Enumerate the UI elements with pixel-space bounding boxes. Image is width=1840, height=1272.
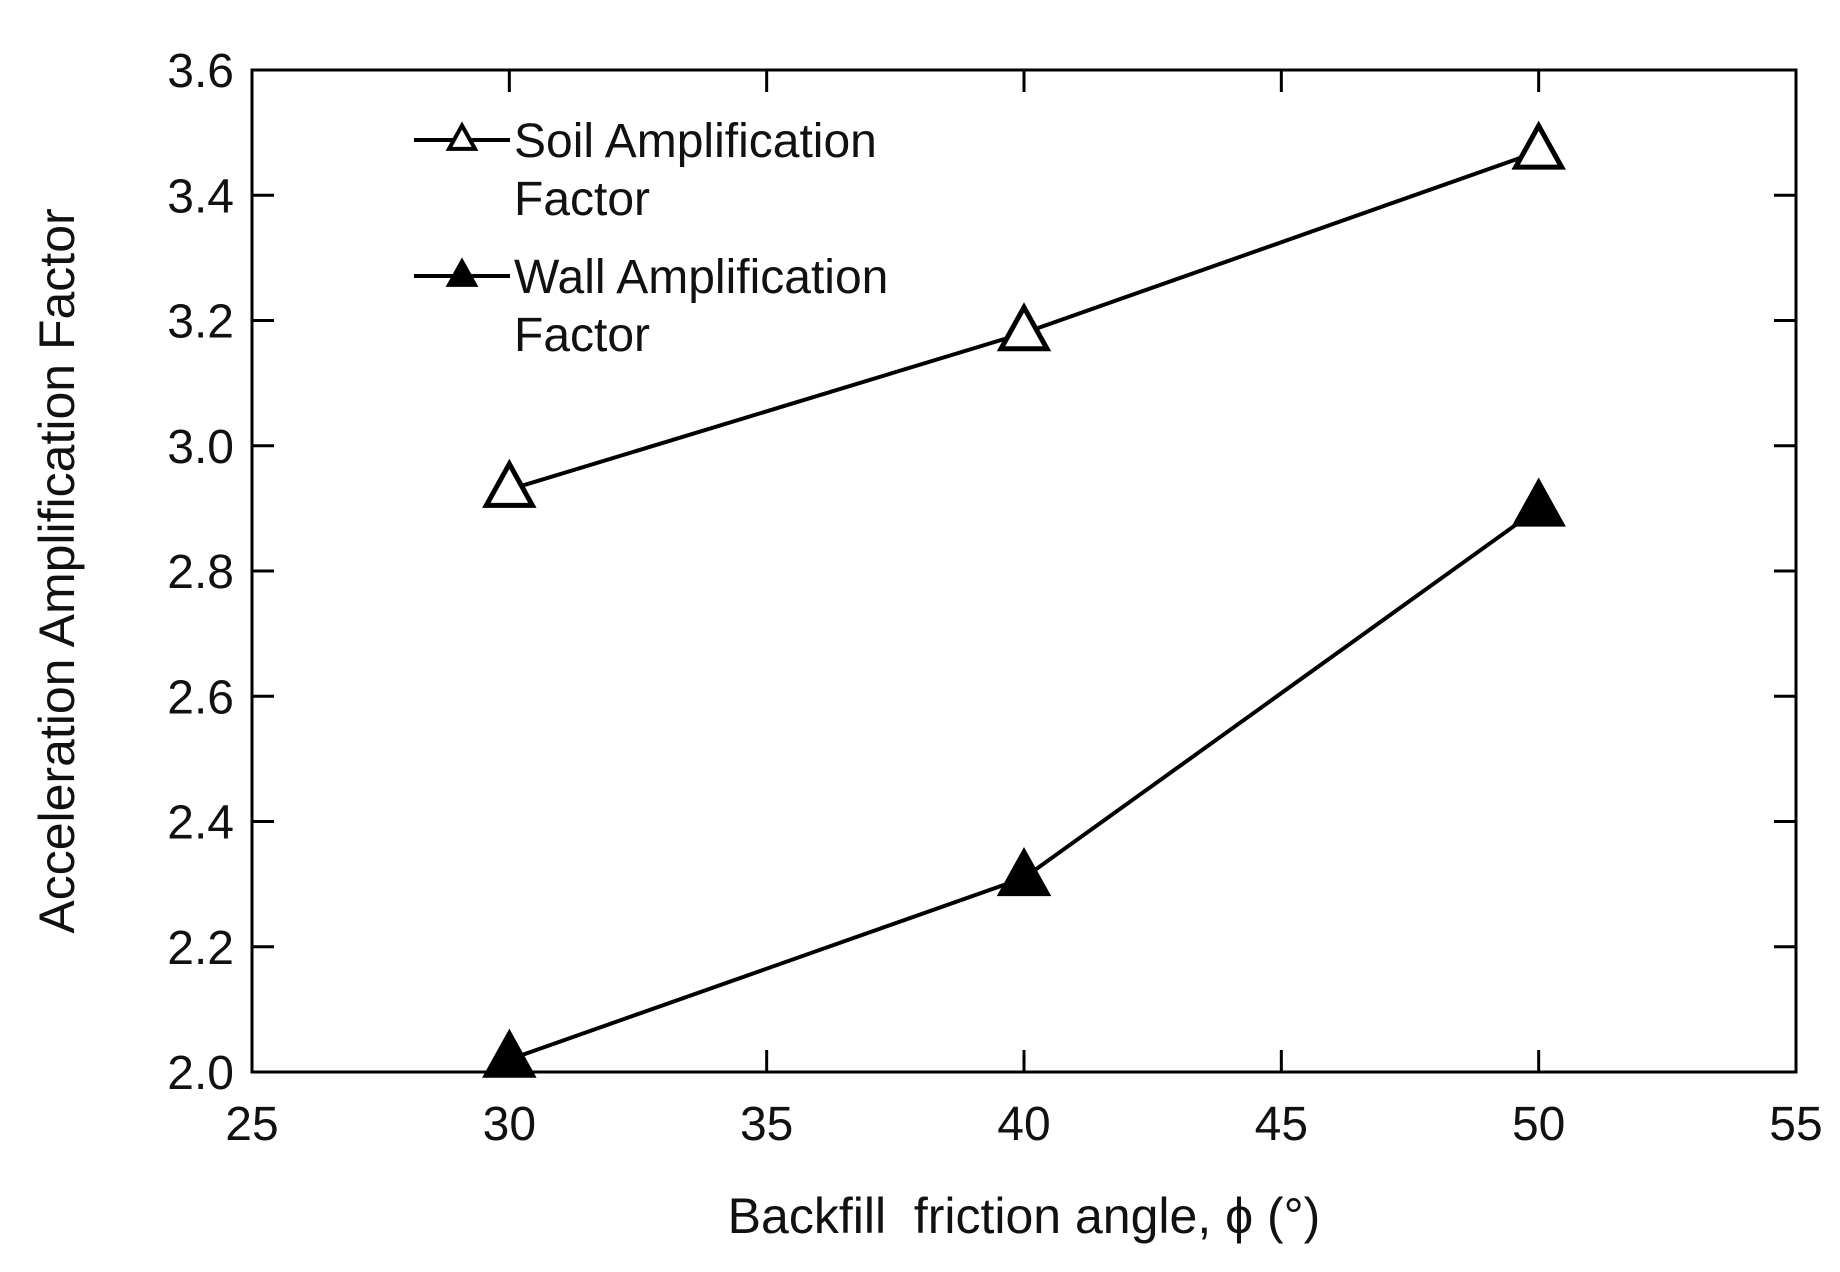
- y-tick-label: 2.6: [167, 671, 234, 724]
- series-2-marker: [996, 847, 1052, 897]
- series-1-marker: [482, 458, 537, 508]
- y-tick-label: 2.4: [167, 797, 234, 850]
- y-axis: 2.0 2.2 2.4 2.6 2.8 3.0 3.2 3.4 3.6: [167, 45, 1796, 1100]
- plot-area: [250, 68, 1798, 1074]
- legend-marker-2: [445, 257, 479, 287]
- legend-label-2: Factor: [514, 309, 650, 362]
- legend-marker-1: [445, 121, 479, 151]
- x-tick-label: 50: [1512, 1098, 1565, 1151]
- x-tick-label: 25: [225, 1098, 278, 1151]
- y-axis-title: Acceleration Amplification Factor: [29, 208, 85, 933]
- y-tick-label: 2.8: [167, 546, 234, 599]
- x-axis: 25 30 35 40 45 50 55: [225, 70, 1823, 1151]
- x-tick-label: 55: [1769, 1098, 1822, 1151]
- x-tick-label: 30: [483, 1098, 536, 1151]
- y-tick-label: 2.2: [167, 922, 234, 975]
- x-tick-label: 35: [740, 1098, 793, 1151]
- legend-label-1: Factor: [514, 173, 650, 226]
- x-axis-title: Backfill friction angle, ϕ (°): [728, 1188, 1321, 1244]
- y-tick-label: 3.4: [167, 170, 234, 223]
- y-tick-label: 2.0: [167, 1047, 234, 1100]
- legend-label-1: Soil Amplification: [514, 115, 877, 168]
- y-tick-label: 3.2: [167, 296, 234, 349]
- series-line-2: [508, 506, 1540, 1062]
- series-layer: [482, 120, 1566, 1078]
- x-tick-label: 45: [1255, 1098, 1308, 1151]
- y-tick-label: 3.6: [167, 45, 234, 98]
- series-1-marker: [1511, 120, 1566, 170]
- x-tick-label: 40: [997, 1098, 1050, 1151]
- y-tick-label: 3.0: [167, 421, 234, 474]
- series-2-marker: [1511, 477, 1566, 527]
- series-2-marker: [482, 1028, 537, 1078]
- legend-label-2: Wall Amplification: [514, 251, 888, 304]
- series-1-marker: [996, 302, 1052, 352]
